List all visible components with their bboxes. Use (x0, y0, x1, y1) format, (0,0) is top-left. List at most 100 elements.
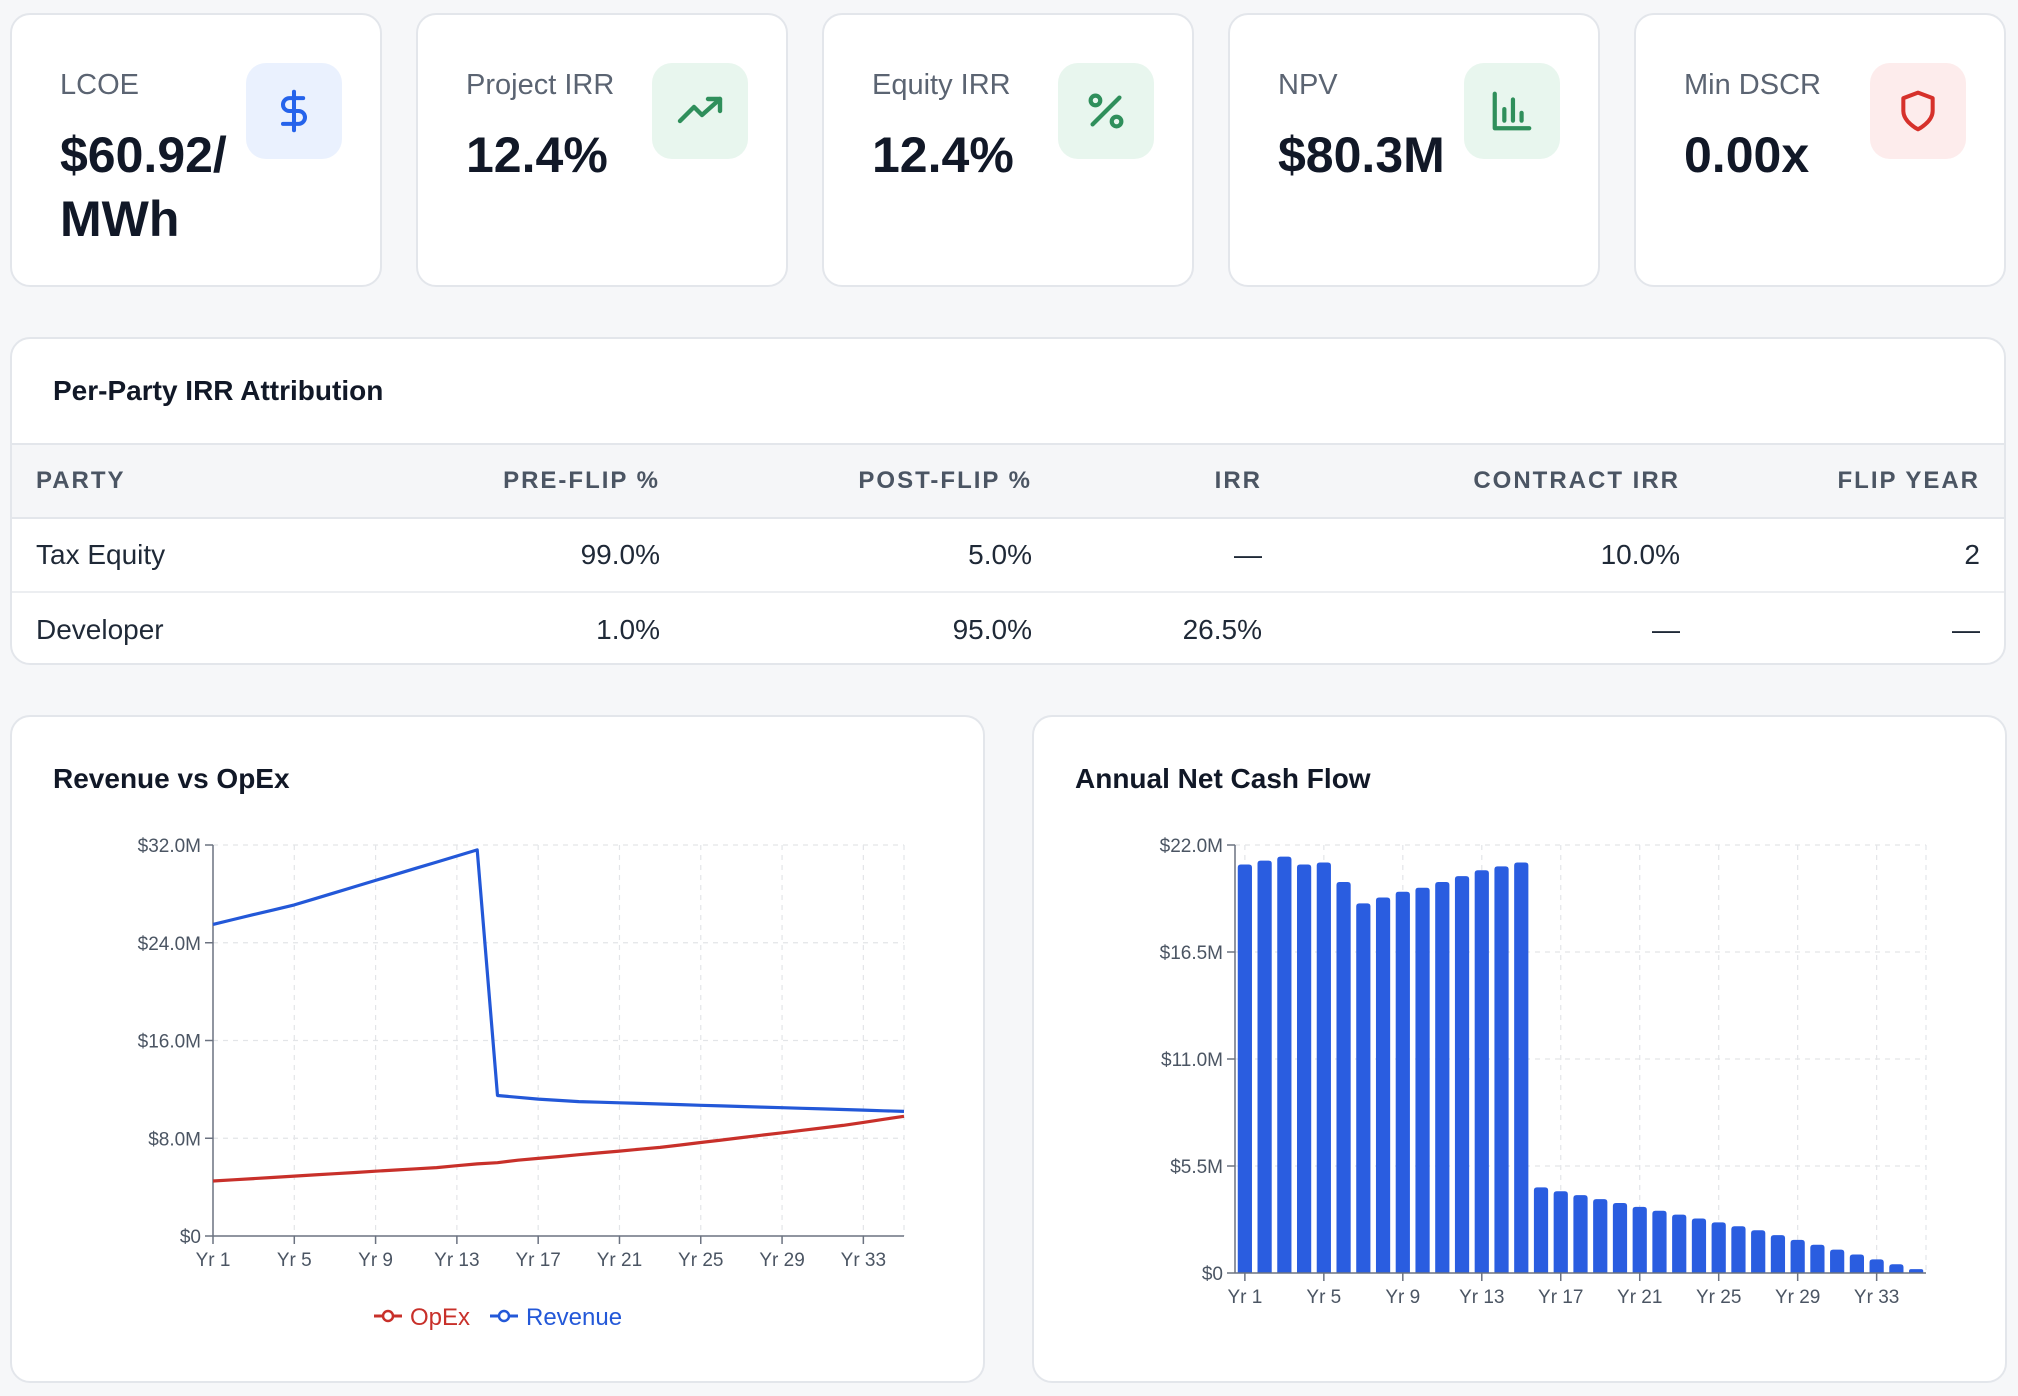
column-header-pre-flip: Pre-Flip % (312, 443, 684, 519)
bar (1612, 1202, 1628, 1273)
bar (1593, 1199, 1608, 1273)
bar (1652, 1210, 1667, 1273)
x-tick-label: Yr 17 (1538, 1287, 1583, 1308)
cell-flip-year: 2 (1704, 518, 2004, 593)
kpi-value: 12.4% (466, 127, 608, 183)
irr-attribution-card: Per-Party IRR Attribution Party Pre-Flip… (10, 337, 2006, 665)
bar (1691, 1218, 1707, 1273)
y-tick-label: $8.0M (148, 1129, 201, 1150)
bar (1573, 1195, 1588, 1273)
cell-contract-irr: — (1652, 613, 1680, 645)
bar (1672, 1214, 1687, 1273)
bar (1316, 862, 1331, 1273)
x-tick-label: Yr 29 (1775, 1287, 1820, 1308)
x-tick-label: Yr 33 (841, 1250, 886, 1271)
legend-label: Revenue (526, 1304, 622, 1331)
table-row: Tax Equity 99.0% 5.0% — 10.0% 2 (12, 518, 2004, 593)
bar (1751, 1230, 1766, 1273)
kpi-value: 12.4% (872, 127, 1014, 183)
revenue-opex-card: Revenue vs OpEx $0 $8.0M $16.0M $24.0M $32.0… (10, 715, 985, 1383)
dollar-icon (246, 63, 342, 159)
column-header-flip-year: Flip Year (1704, 443, 2004, 519)
series-line-revenue (212, 848, 905, 1113)
cell-post-flip: 95.0% (952, 613, 1032, 645)
bar (1849, 1254, 1865, 1273)
bar (1454, 876, 1470, 1273)
x-tick-label: Yr 13 (434, 1250, 479, 1271)
bar (1356, 903, 1371, 1273)
kpi-card-npv: NPV $80.3M (1228, 13, 1600, 287)
kpi-label: LCOE (60, 69, 139, 101)
kpi-value: $80.3M (1278, 127, 1445, 183)
kpi-value: $60.92/ MWh (60, 127, 227, 247)
cell-post-flip: 5.0% (684, 518, 1056, 593)
cell-pre-flip: 99.0% (312, 518, 684, 593)
bar (1395, 891, 1410, 1273)
bar (1533, 1187, 1549, 1273)
bar (1830, 1249, 1845, 1273)
bar (1810, 1244, 1825, 1273)
kpi-card-project-irr: Project IRR 12.4% (416, 13, 788, 287)
bar (1415, 887, 1430, 1273)
bar (1770, 1235, 1786, 1273)
x-tick-label: Yr 25 (1696, 1287, 1741, 1308)
kpi-label: Project IRR (466, 69, 615, 101)
bar (1435, 881, 1450, 1273)
x-tick-label: Yr 33 (1854, 1287, 1899, 1308)
cell-irr: — (1056, 518, 1286, 593)
bar (1869, 1259, 1884, 1273)
bar (1277, 856, 1292, 1273)
bar (1632, 1206, 1647, 1273)
x-tick-label: Yr 29 (759, 1250, 804, 1271)
bar (1257, 860, 1272, 1273)
cell-party: Tax Equity (12, 518, 312, 593)
shield-icon (1870, 63, 1966, 159)
y-tick-label: $0 (180, 1227, 201, 1248)
bar (1375, 897, 1391, 1273)
trending-up-icon (652, 63, 748, 159)
column-header-post-flip: Post-Flip % (684, 443, 1056, 519)
percent-icon (1058, 63, 1154, 159)
y-tick-label: $16.0M (138, 1032, 201, 1053)
x-tick-label: Yr 5 (277, 1250, 312, 1271)
kpi-card-lcoe: LCOE $60.92/ MWh (10, 13, 382, 287)
bar (1553, 1191, 1568, 1273)
y-tick-label: $11.0M (1161, 1050, 1223, 1071)
table-row: Developer 1.0% 95.0% 26.5% — — (12, 592, 2004, 663)
irr-attribution-table: Party Pre-Flip % Post-Flip % IRR Contrac… (12, 443, 2004, 663)
cell-pre-flip: 1.0% (596, 613, 660, 645)
cell-flip-year: — (1952, 613, 1980, 645)
bar (1731, 1226, 1746, 1273)
cell-irr: 26.5% (1182, 613, 1262, 645)
y-tick-label: $16.5M (1160, 943, 1223, 964)
y-tick-label: $0 (1202, 1264, 1223, 1285)
bar (1237, 864, 1252, 1273)
x-tick-label: Yr 9 (1385, 1287, 1420, 1308)
column-header-party: Party (12, 443, 312, 519)
kpi-label: Min DSCR (1684, 69, 1821, 101)
bar (1711, 1222, 1726, 1273)
kpi-label: Equity IRR (872, 69, 1011, 101)
net-cash-flow-title: Annual Net Cash Flow (1075, 763, 1371, 794)
legend-label: OpEx (410, 1304, 470, 1331)
legend-marker (497, 1309, 511, 1323)
series-line-opex (212, 1114, 905, 1183)
legend-marker (381, 1309, 395, 1323)
x-tick-label: Yr 25 (678, 1250, 723, 1271)
bar (1514, 862, 1529, 1273)
irr-attribution-title: Per-Party IRR Attribution (53, 375, 384, 406)
bar (1494, 866, 1509, 1273)
revenue-opex-chart: $0 $8.0M $16.0M $24.0M $32.0M Yr 1 Yr 5 Yr 9 Yr … (138, 836, 905, 1331)
x-tick-label: Yr 1 (1227, 1287, 1262, 1308)
x-tick-label: Yr 1 (196, 1250, 231, 1271)
column-header-irr: IRR (1056, 443, 1286, 519)
kpi-card-equity-irr: Equity IRR 12.4% (822, 13, 1194, 287)
cell-party: Developer (36, 613, 164, 645)
bar (1790, 1239, 1805, 1273)
x-tick-label: Yr 21 (597, 1250, 642, 1271)
net-cash-flow-card: Annual Net Cash Flow $0 $5.5M $11.0M $16.5M… (1032, 715, 2007, 1383)
revenue-opex-title: Revenue vs OpEx (53, 763, 290, 794)
kpi-value: 0.00x (1684, 127, 1810, 183)
bar (1336, 881, 1351, 1273)
x-tick-label: Yr 17 (515, 1250, 560, 1271)
